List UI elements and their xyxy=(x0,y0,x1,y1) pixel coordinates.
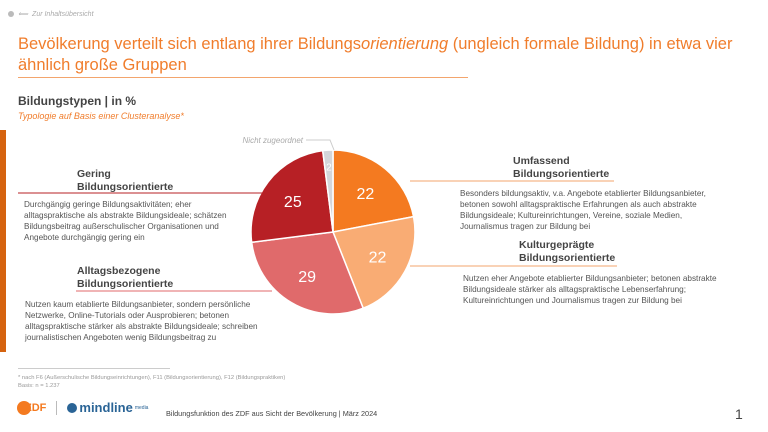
accent-bar xyxy=(0,130,6,352)
footnote: * nach F6 (Außerschulische Bildungseinri… xyxy=(18,375,286,389)
group-umfassend: Umfassend Bildungsorientierte xyxy=(513,155,610,180)
chart-title: Bildungstypen | in % xyxy=(18,94,137,108)
desc-kultur: Nutzen eher Angebote etablierter Bildung… xyxy=(463,274,717,305)
zdf-logo: ZDF xyxy=(17,400,46,415)
slice-value-label: 29 xyxy=(298,269,316,286)
back-label: Zur Inhaltsübersicht xyxy=(32,10,94,18)
desc-gering: Durchgängig geringe Bildungsaktivitäten;… xyxy=(24,200,227,242)
title-divider xyxy=(18,77,468,78)
slice-value-label: 25 xyxy=(284,194,302,211)
pie-slice xyxy=(250,149,334,244)
dot-icon xyxy=(8,11,14,17)
logo-divider xyxy=(56,400,58,415)
pie-slice xyxy=(332,149,415,233)
pie-slice xyxy=(321,149,334,233)
page-number: 1 xyxy=(735,406,743,422)
slice-value-label: 22 xyxy=(369,249,387,266)
logos: ZDF mindline media xyxy=(17,400,148,415)
group-kultur: Kulturgeprägte Bildungsorientierte xyxy=(519,239,616,264)
back-link[interactable]: ⟸ Zur Inhaltsübersicht xyxy=(8,10,94,18)
desc-alltag: Nutzen kaum etablierte Bildungsanbieter,… xyxy=(25,300,258,342)
group-gering: Gering Bildungsorientierte xyxy=(77,168,174,193)
pie-slice xyxy=(331,215,416,310)
arrow-left-icon: ⟸ xyxy=(18,11,29,18)
footer-text: Bildungsfunktion des ZDF aus Sicht der B… xyxy=(166,409,378,418)
pie-slice xyxy=(250,231,365,315)
page-title: Bevölkerung verteilt sich entlang ihrer … xyxy=(18,35,733,74)
chart-subtitle: Typologie auf Basis einer Clusteranalyse… xyxy=(18,111,184,121)
label-nicht-zugeordnet: Nicht zugeordnet xyxy=(243,136,304,145)
mindline-logo: mindline media xyxy=(67,400,148,415)
slice-value-label: 22 xyxy=(357,186,375,203)
slice-value-label: 2 xyxy=(326,163,332,174)
group-alltag: Alltagsbezogene Bildungsorientierte xyxy=(77,265,174,290)
footnote-divider xyxy=(18,368,170,369)
desc-umfassend: Besonders bildungsaktiv, v.a. Angebote e… xyxy=(460,189,706,231)
leader-nicht xyxy=(306,139,335,151)
